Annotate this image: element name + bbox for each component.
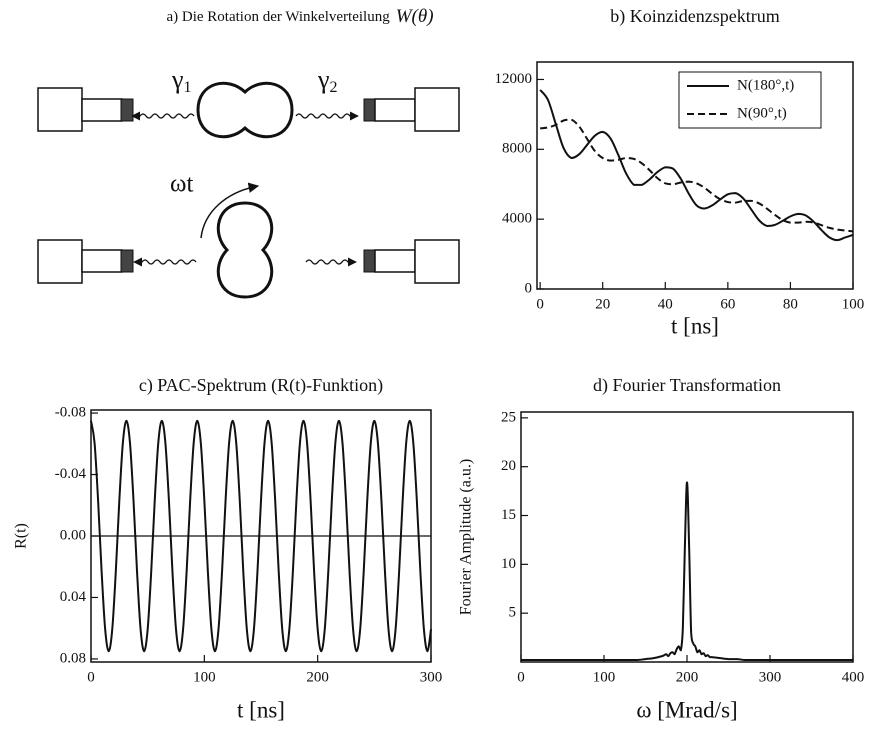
- x-tick-label: 0: [87, 669, 95, 685]
- legend-box: [678, 71, 822, 129]
- y-tick-label: 20: [501, 458, 516, 474]
- diagram-panel: a) Die Rotation der Winkelverteilung W(θ)…: [37, 6, 460, 299]
- chart-panel: c) PAC-Spektrum (R(t)-Funktion) t [ns] R(t…: [13, 375, 443, 722]
- y-tick-label: 15: [501, 507, 516, 523]
- detector: [414, 87, 460, 132]
- detector-tube: [81, 98, 123, 122]
- x-tick-label: 300: [759, 669, 782, 685]
- chart-title: c) PAC-Spektrum (R(t)-Funktion): [139, 375, 383, 396]
- data-line: [539, 89, 854, 242]
- gamma-arrow: [133, 257, 197, 267]
- y-tick-label: 8000: [502, 141, 532, 157]
- gamma-subscript: 1: [184, 79, 192, 96]
- y-tick-label: 10: [501, 556, 516, 572]
- y-tick-label: 0: [525, 280, 533, 296]
- diagram-title-text: a) Die Rotation der Winkelverteilung: [166, 9, 390, 25]
- detector-crystal: [120, 249, 134, 273]
- detector-crystal: [363, 249, 377, 273]
- y-tick-label: -0.04: [55, 466, 87, 482]
- y-tick-label: 25: [501, 409, 516, 425]
- x-tick-label: 20: [595, 296, 610, 312]
- y-tick-label: 5: [509, 605, 517, 621]
- x-tick-label: 100: [842, 296, 865, 312]
- data-line: [90, 419, 432, 653]
- detector: [414, 239, 460, 284]
- detector-tube: [81, 249, 123, 273]
- x-tick-label: 100: [193, 669, 216, 685]
- x-tick-label: 100: [593, 669, 616, 685]
- y-tick-label: 0.00: [60, 527, 86, 543]
- data-line: [540, 118, 854, 233]
- chart-panel: d) Fourier Transformation ω [Mrad/s] Fouri…: [458, 375, 865, 722]
- y-tick-label: 4000: [502, 211, 532, 227]
- angular-distribution: [196, 81, 294, 139]
- gamma-subscript: 2: [330, 79, 338, 96]
- detector-crystal: [363, 98, 377, 122]
- diagram-title: a) Die Rotation der Winkelverteilung W(θ): [166, 6, 433, 27]
- y-tick-label: 0.08: [60, 650, 86, 666]
- x-tick-label: 0: [536, 296, 544, 312]
- x-tick-label: 400: [842, 669, 865, 685]
- rotation-label: ωt: [170, 171, 193, 198]
- gamma-symbol: γ: [171, 65, 184, 94]
- chart-title: d) Fourier Transformation: [593, 375, 781, 396]
- y-tick-label: -0.08: [55, 405, 86, 421]
- x-axis-label: ω [Mrad/s]: [636, 697, 737, 722]
- detector-tube: [374, 249, 416, 273]
- data-line: [521, 481, 853, 662]
- x-tick-label: 80: [783, 296, 798, 312]
- x-axis-label: t [ns]: [671, 313, 719, 338]
- x-tick-label: 200: [306, 669, 329, 685]
- y-axis-label: R(t): [13, 523, 30, 549]
- detector-tube: [374, 98, 416, 122]
- diagram-title-symbol: W(θ): [396, 6, 434, 27]
- detector: [37, 239, 83, 284]
- chart-title: b) Koinzidenzspektrum: [610, 6, 779, 27]
- y-axis-label: Fourier Amplitude (a.u.): [458, 459, 475, 615]
- x-tick-label: 200: [676, 669, 699, 685]
- angular-distribution-rotated: [216, 201, 274, 299]
- gamma-arrow: [131, 111, 195, 121]
- x-tick-label: 40: [658, 296, 673, 312]
- gamma-arrow: [295, 111, 359, 121]
- gamma-arrow: [305, 257, 357, 267]
- gamma-label: γ2: [317, 65, 338, 96]
- gamma-label: γ1: [171, 65, 192, 96]
- y-tick-label: 0.04: [60, 589, 87, 605]
- legend-label: N(180°,t): [737, 77, 794, 93]
- chart-panel: b) Koinzidenzspektrum t [ns] 0 20 40 60 80 100 0…: [495, 6, 865, 338]
- detector-crystal: [120, 98, 134, 122]
- x-tick-label: 0: [517, 669, 525, 685]
- y-tick-label: 12000: [495, 71, 533, 87]
- x-tick-label: 300: [420, 669, 443, 685]
- plot-frame: [536, 61, 854, 290]
- x-axis-label: t [ns]: [237, 697, 285, 722]
- x-tick-label: 60: [720, 296, 735, 312]
- gamma-symbol: γ: [317, 65, 330, 94]
- detector: [37, 87, 83, 132]
- plot-frame: [520, 411, 854, 663]
- legend-label: N(90°,t): [737, 105, 787, 121]
- plot-frame: [90, 409, 432, 663]
- rotation-arrow: [200, 182, 260, 239]
